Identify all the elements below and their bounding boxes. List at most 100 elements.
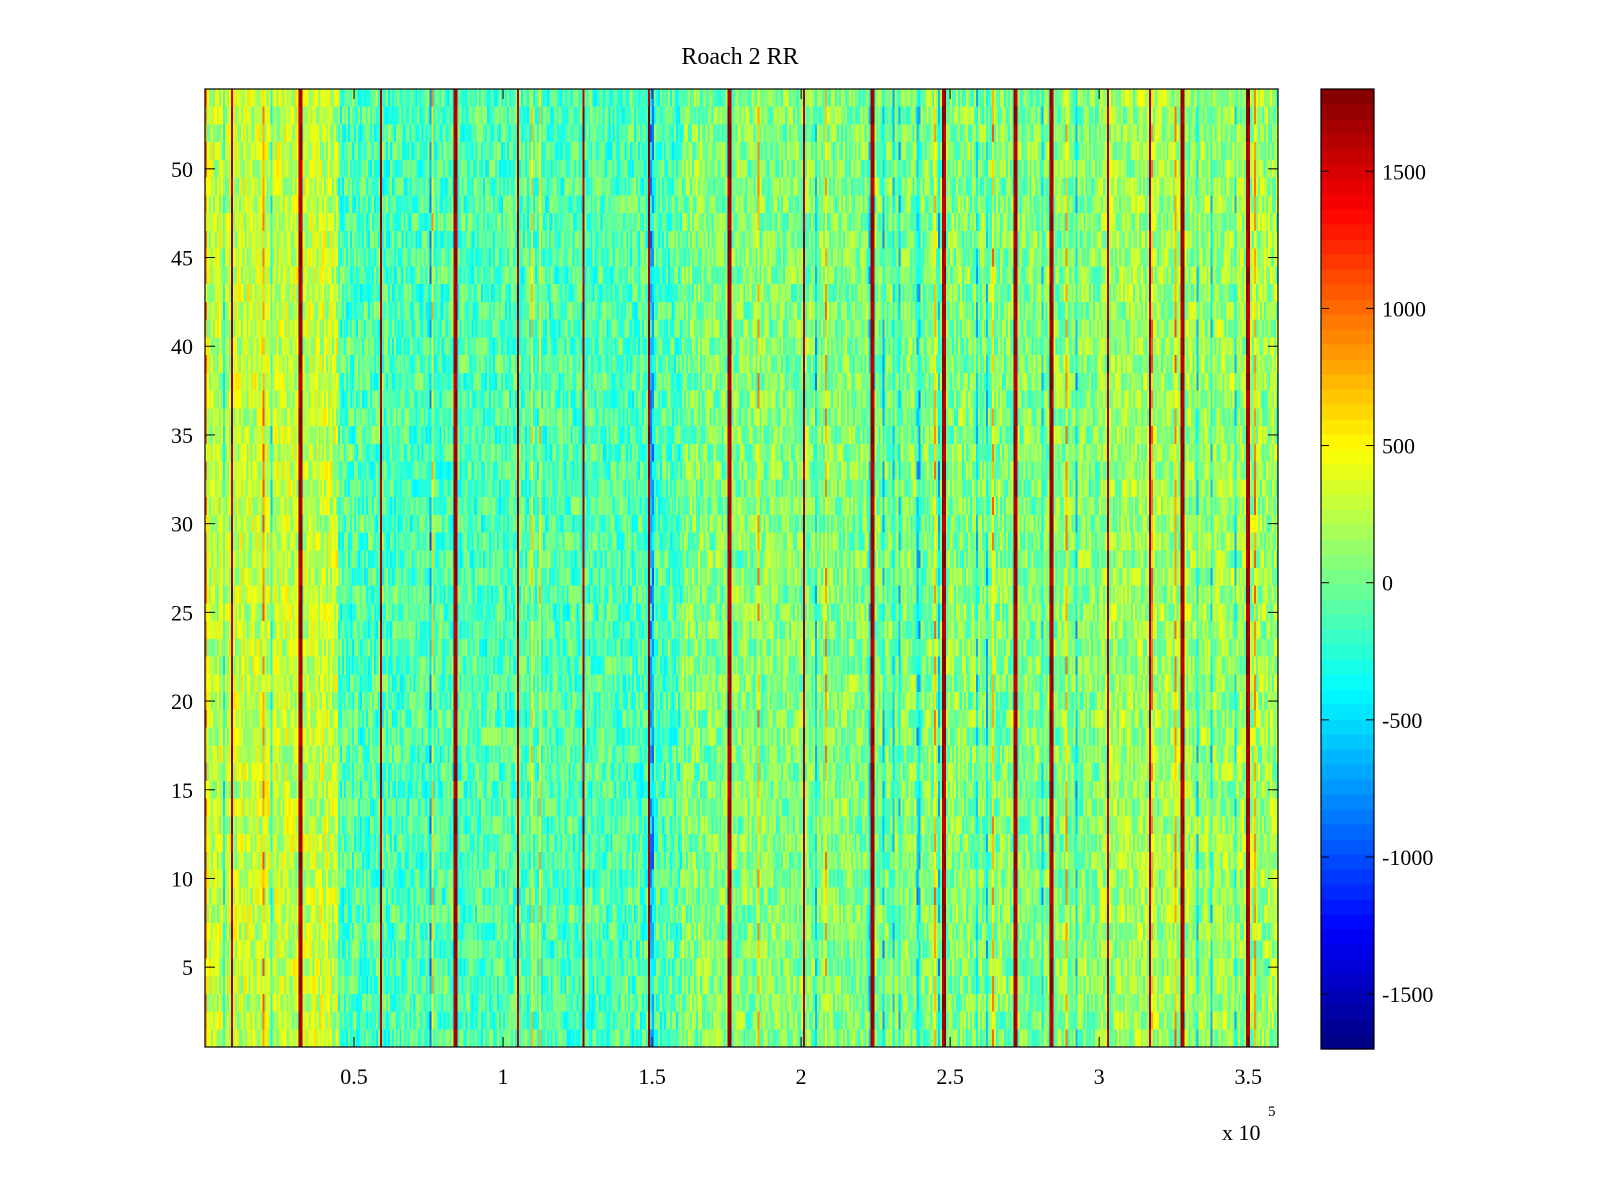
colorbar-band <box>1321 404 1374 420</box>
colorbar-band <box>1321 434 1374 450</box>
colorbar-tick-label: 1500 <box>1382 159 1426 184</box>
colorbar-band <box>1321 284 1374 300</box>
colorbar-band <box>1321 389 1374 405</box>
colorbar-band <box>1321 959 1374 975</box>
colorbar-band <box>1321 1019 1374 1035</box>
colorbar-band <box>1321 914 1374 930</box>
colorbar-band <box>1321 524 1374 540</box>
colorbar-band <box>1321 644 1374 660</box>
x-tick-label: 1.5 <box>638 1064 666 1089</box>
y-tick-label: 25 <box>171 600 193 625</box>
heatmap-image <box>205 89 1278 1047</box>
colorbar-band <box>1321 794 1374 810</box>
x-tick-label: 1 <box>498 1064 509 1089</box>
colorbar-band <box>1321 359 1374 375</box>
colorbar-band <box>1321 494 1374 510</box>
colorbar-band <box>1321 734 1374 750</box>
colorbar-band <box>1321 344 1374 360</box>
colorbar-band <box>1321 89 1374 105</box>
colorbar-band <box>1321 974 1374 990</box>
colorbar-band <box>1321 329 1374 345</box>
colorbar-band <box>1321 599 1374 615</box>
colorbar-band <box>1321 104 1374 120</box>
colorbar-band <box>1321 749 1374 765</box>
y-tick-label: 20 <box>171 689 193 714</box>
colorbar-tick-label: 0 <box>1382 571 1393 596</box>
colorbar-band <box>1321 809 1374 825</box>
colorbar-band <box>1321 884 1374 900</box>
colorbar-band <box>1321 449 1374 465</box>
colorbar-box <box>1320 88 1375 1050</box>
colorbar-band <box>1321 194 1374 210</box>
colorbar-band <box>1321 539 1374 555</box>
y-tick-label: 10 <box>171 866 193 891</box>
x-tick-label: 0.5 <box>340 1064 368 1089</box>
colorbar-band <box>1321 314 1374 330</box>
colorbar-band <box>1321 869 1374 885</box>
colorbar-band <box>1321 119 1374 135</box>
colorbar-band <box>1321 509 1374 525</box>
colorbar-band <box>1321 704 1374 720</box>
y-tick-label: 15 <box>171 778 193 803</box>
colorbar-band <box>1321 1034 1374 1050</box>
x-tick-label: 2.5 <box>936 1064 964 1089</box>
colorbar-band <box>1321 419 1374 435</box>
colorbar-tick-label: -1500 <box>1382 982 1433 1007</box>
y-tick-label: 35 <box>171 423 193 448</box>
colorbar-band <box>1321 1004 1374 1020</box>
colorbar-band <box>1321 944 1374 960</box>
x-tick-label: 3 <box>1094 1064 1105 1089</box>
y-tick-label: 40 <box>171 334 193 359</box>
colorbar-band <box>1321 554 1374 570</box>
colorbar-band <box>1321 254 1374 270</box>
y-tick-label: 45 <box>171 246 193 271</box>
colorbar-band <box>1321 239 1374 255</box>
x-axis-exponent-power: 5 <box>1268 1104 1276 1120</box>
y-tick-label: 5 <box>182 955 193 980</box>
colorbar-band <box>1321 629 1374 645</box>
colorbar-band <box>1321 179 1374 195</box>
x-axis-exponent-label: x 10 <box>1222 1120 1261 1145</box>
colorbar-axis: -1500 -1000 -500 0 500 1000 1500 <box>1321 159 1433 1007</box>
y-tick-label: 30 <box>171 512 193 537</box>
colorbar-band <box>1321 614 1374 630</box>
colorbar-tick-label: 500 <box>1382 434 1415 459</box>
colorbar-band <box>1321 374 1374 390</box>
x-tick-label: 3.5 <box>1234 1064 1262 1089</box>
colorbar-band <box>1321 569 1374 585</box>
colorbar-band <box>1321 224 1374 240</box>
colorbar-band <box>1321 659 1374 675</box>
colorbar-band <box>1321 299 1374 315</box>
colorbar-band <box>1321 779 1374 795</box>
colorbar-band <box>1321 764 1374 780</box>
colorbar-band <box>1321 164 1374 180</box>
colorbar-band <box>1321 269 1374 285</box>
colorbar-tick-label: 1000 <box>1382 296 1426 321</box>
colorbar-band <box>1321 989 1374 1005</box>
chart-title: Roach 2 RR <box>681 44 798 70</box>
colorbar-band <box>1321 899 1374 915</box>
axes-box <box>204 88 1279 1048</box>
colorbar-tick-label: -1000 <box>1382 845 1433 870</box>
colorbar-band <box>1321 149 1374 165</box>
colorbar-band <box>1321 464 1374 480</box>
colorbar-band <box>1321 854 1374 870</box>
y-axis: 5 10 15 20 25 30 35 40 45 50 <box>171 157 1278 980</box>
y-tick-label: 50 <box>171 157 193 182</box>
colorbar-band <box>1321 584 1374 600</box>
colorbar-band <box>1321 929 1374 945</box>
colorbar-band <box>1321 689 1374 705</box>
colorbar-band <box>1321 839 1374 855</box>
x-tick-label: 2 <box>796 1064 807 1089</box>
colorbar-band <box>1321 134 1374 150</box>
colorbar-band <box>1321 719 1374 735</box>
colorbar-band <box>1321 674 1374 690</box>
colorbar-band <box>1321 824 1374 840</box>
colorbar-band <box>1321 479 1374 495</box>
colorbar-band <box>1321 209 1374 225</box>
colorbar <box>1321 89 1374 1050</box>
heatmap <box>205 89 1278 1047</box>
colorbar-tick-label: -500 <box>1382 708 1422 733</box>
x-axis: 0.5 1 1.5 2 2.5 3 3.5 <box>340 89 1262 1089</box>
